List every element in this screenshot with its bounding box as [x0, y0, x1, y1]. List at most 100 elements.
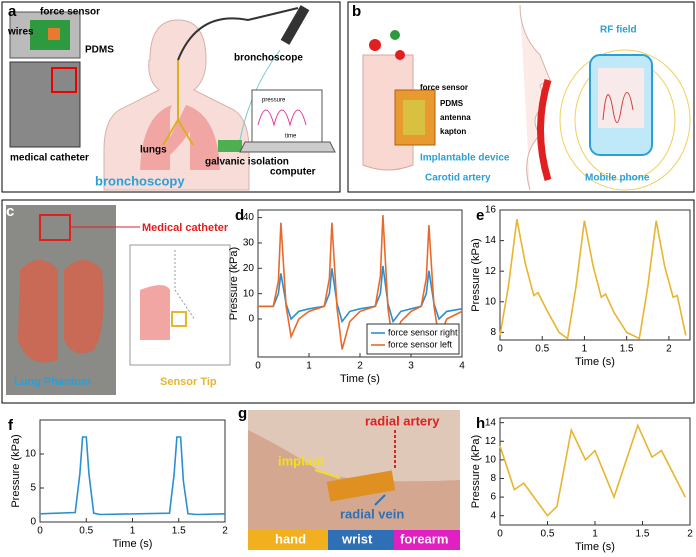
hand-bar: [248, 530, 328, 550]
inset-highlight: [51, 67, 77, 93]
y-tick-label: 10: [25, 449, 37, 460]
panel-letter: a: [8, 3, 17, 20]
screen-curve: [257, 109, 307, 127]
x-tick-label: 0: [37, 526, 43, 537]
y-tick-label: 4: [490, 510, 496, 521]
panel-a-frame: [1, 1, 341, 193]
x-tick-label: 1.5: [620, 344, 634, 355]
diagram-tube: [174, 250, 196, 321]
implant-core: [403, 100, 425, 135]
x-tick-label: 0: [497, 529, 503, 540]
label: radial artery: [365, 413, 440, 428]
scope-line: [177, 7, 299, 61]
wrist-bar: [328, 530, 394, 550]
y-axis-label: Pressure (kPa): [470, 238, 482, 311]
phantom-lungs: [18, 260, 104, 363]
x-tick-label: 2: [666, 344, 672, 355]
panel-a-art: a wires force sensor PDMS bronchoscope m…: [7, 3, 336, 191]
row-frame: [1, 199, 695, 404]
label: implant: [278, 453, 325, 468]
y-tick-label: 30: [243, 238, 255, 249]
x-tick-label: 1.5: [172, 526, 186, 537]
x-axis-label: Time (s): [340, 373, 380, 385]
y-tick-label: 16: [485, 205, 497, 216]
y-tick-label: 10: [485, 455, 497, 466]
y-axis-label: Pressure (kPa): [470, 435, 482, 508]
label: antenna: [440, 113, 471, 122]
chart: 0 10 20 30 40 0 1 2 3 4 Time (s) Pressure (kPa) d for…: [228, 207, 465, 385]
bronchi: [162, 60, 194, 146]
cell: [369, 39, 381, 51]
x-tick-label: 1: [306, 361, 312, 372]
y-tick-label: 14: [485, 235, 497, 246]
label: Carotid artery: [425, 173, 491, 184]
diagram-lung: [140, 285, 170, 340]
x-tick-label: 0: [497, 344, 503, 355]
label: galvanic isolation: [205, 157, 289, 168]
y-axis-label: Pressure (kPa): [228, 247, 240, 320]
label: wires: [7, 27, 34, 38]
screen-label: time: [285, 134, 297, 140]
label: force sensor: [420, 83, 468, 92]
lung: [154, 105, 220, 170]
implant: [326, 470, 396, 502]
series-line: [39, 436, 226, 516]
cell: [395, 50, 405, 60]
series-line: [499, 423, 687, 517]
screen-curve: [602, 92, 634, 123]
y-tick-label: 10: [485, 296, 497, 307]
label: force sensor: [40, 7, 100, 18]
scope: [280, 5, 310, 45]
label: Lung Phantom: [14, 376, 91, 388]
label: computer: [270, 167, 316, 178]
y-tick-label: 10: [243, 288, 255, 299]
legend-label: force sensor right: [388, 327, 458, 337]
plot-frame: [39, 419, 226, 523]
label: hand: [275, 531, 306, 546]
label: Sensor Tip: [160, 376, 217, 388]
label: forearm: [400, 531, 448, 546]
laptop-base: [239, 141, 336, 153]
x-axis-label: Time (s): [113, 538, 153, 550]
label: RF field: [600, 25, 637, 36]
label: Implantable device: [420, 153, 510, 164]
x-tick-label: 4: [459, 361, 465, 372]
label: Mobile phone: [585, 173, 650, 184]
plot-frame: [499, 417, 691, 526]
label: PDMS: [85, 45, 114, 56]
y-tick-label: 12: [485, 266, 497, 277]
arrow: [374, 494, 386, 506]
y-tick-label: 5: [30, 483, 36, 494]
x-tick-label: 0.5: [535, 344, 549, 355]
label: bronchoscope: [234, 53, 303, 64]
label: medical catheter: [10, 153, 89, 164]
legend-box: [366, 323, 460, 355]
panel-letter: b: [352, 3, 361, 20]
panel-letter: h: [476, 415, 485, 432]
rf-field: [559, 49, 691, 191]
x-tick-label: 3: [408, 361, 414, 372]
x-tick-label: 1: [592, 529, 598, 540]
label: Medical catheter: [142, 222, 229, 234]
x-tick-label: 2: [687, 529, 693, 540]
y-tick-label: 0: [30, 517, 36, 528]
series-line: [499, 219, 687, 340]
y-tick-label: 0: [248, 314, 254, 325]
panel-g-art: g radial artery implant radial vein hand…: [238, 405, 460, 550]
y-tick-label: 12: [485, 436, 497, 447]
cell: [390, 30, 400, 40]
x-tick-label: 1: [582, 344, 588, 355]
label: kapton: [440, 127, 466, 136]
x-tick-label: 2: [222, 526, 228, 537]
panel-c-art: c Medical catheter Lung Phantom Sensor T…: [6, 203, 231, 395]
chart: 8 10 12 14 16 0 0.5 1 1.5 2 Time (s) Pressure (kPa)…: [470, 205, 691, 368]
label: wrist: [341, 531, 373, 546]
panel-letter: e: [476, 207, 484, 224]
forearm-bar: [394, 530, 460, 550]
panel-letter: g: [238, 405, 247, 422]
x-axis-label: Time (s): [575, 541, 615, 553]
x-tick-label: 0.5: [541, 529, 555, 540]
x-tick-label: 0: [255, 361, 261, 372]
panel-letter: c: [6, 203, 14, 220]
